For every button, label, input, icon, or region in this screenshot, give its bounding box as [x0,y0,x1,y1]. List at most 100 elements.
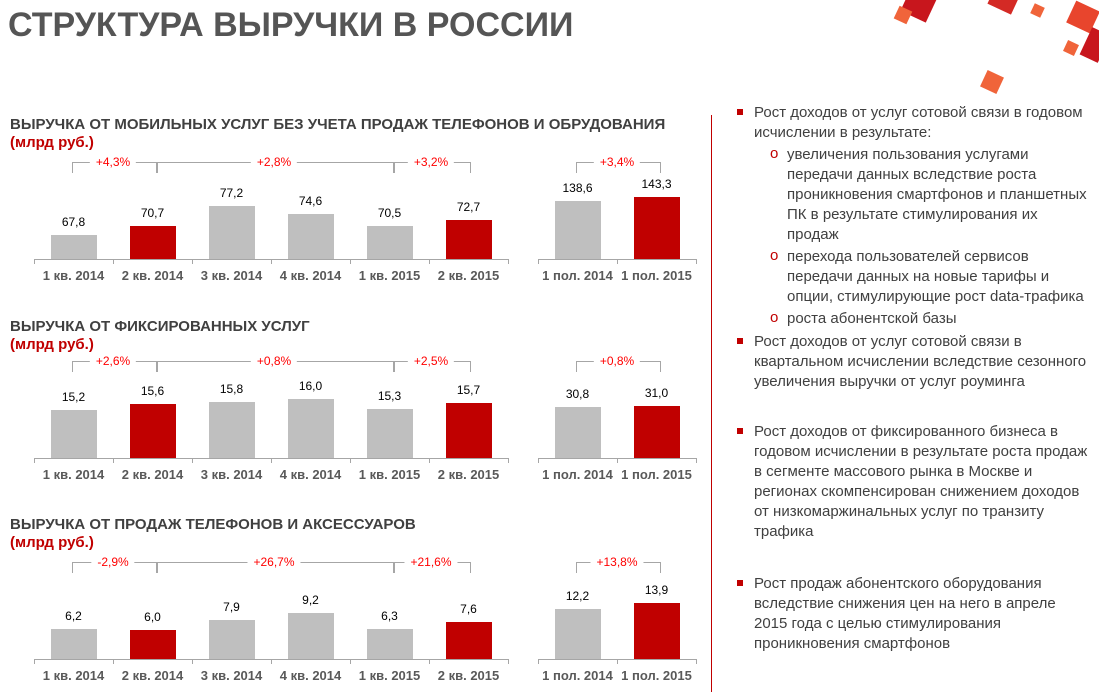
bullet: Рост доходов от услуг сотовой связи в кв… [737,332,1092,392]
growth-label: +2,8% [250,155,298,169]
axis-tick [429,458,430,463]
chart-handsets-halfyear: 12,2 1 пол. 2014 13,9 1 пол. 2015 +13,8% [538,550,697,690]
category-label: 1 кв. 2015 [358,268,421,283]
axis-tick [350,458,351,463]
commentary: Рост доходов от услуг сотовой связи в го… [737,103,1092,654]
bar [129,225,176,259]
bar [208,619,255,659]
category-label: 1 пол. 2014 [542,467,613,482]
axis-tick [34,259,35,264]
growth-label: +0,8% [250,354,298,368]
data-label: 15,2 [61,389,86,404]
sub-bullet: роста абонентской базы [737,308,1092,329]
category-label: 4 кв. 2014 [279,268,342,283]
axis-tick [538,259,539,264]
cube-icon [1030,3,1045,18]
axis-tick [192,259,193,264]
category-label: 1 пол. 2015 [621,268,692,283]
axis-tick [617,259,618,264]
growth-label: -2,9% [91,555,135,569]
axis-tick [696,659,697,664]
data-label: 9,2 [302,593,319,608]
bar [445,219,492,259]
axis-tick [271,259,272,264]
category-label: 3 кв. 2014 [200,268,263,283]
divider [711,115,712,692]
axis-tick [113,458,114,463]
category-label: 3 кв. 2014 [200,467,263,482]
section-fixed-title: ВЫРУЧКА ОТ ФИКСИРОВАННЫХ УСЛУГ (млрд руб.… [10,318,310,354]
growth-label: +0,8% [593,354,641,368]
growth-label: +3,2% [407,155,455,169]
bar [50,629,97,659]
axis-tick [192,458,193,463]
bullet: Рост продаж абонентского оборудования вс… [737,574,1092,654]
sub-bullet: перехода пользователей сервисов передачи… [737,246,1092,307]
axis-tick [34,458,35,463]
category-label: 1 пол. 2014 [542,668,613,683]
section-title: ВЫРУЧКА ОТ ПРОДАЖ ТЕЛЕФОНОВ И АКСЕССУАРО… [10,516,416,533]
growth-label: +2,5% [407,354,455,368]
category-label: 2 кв. 2014 [121,268,184,283]
axis-tick [271,659,272,664]
bar [554,201,601,259]
section-unit: (млрд руб.) [10,534,94,551]
data-label: 138,6 [562,181,593,196]
data-label: 13,9 [644,583,669,598]
data-label: 7,6 [460,601,477,616]
axis-tick [538,458,539,463]
category-label: 3 кв. 2014 [200,668,263,683]
category-label: 1 кв. 2014 [42,467,105,482]
axis-tick [350,259,351,264]
data-label: 143,3 [641,177,672,192]
data-label: 12,2 [565,589,590,604]
axis-tick [617,659,618,664]
bar [366,408,413,458]
section-unit: (млрд руб.) [10,134,94,151]
axis-tick [113,659,114,664]
category-label: 2 кв. 2014 [121,668,184,683]
category-label: 4 кв. 2014 [279,467,342,482]
axis-tick [429,659,430,664]
section-title: ВЫРУЧКА ОТ МОБИЛЬНЫХ УСЛУГ БЕЗ УЧЕТА ПРО… [10,116,666,133]
data-label: 74,6 [298,193,323,208]
growth-label: +4,3% [89,155,137,169]
bar [50,234,97,259]
bar [633,197,680,259]
axis-tick [271,458,272,463]
axis-tick [508,659,509,664]
growth-label: +21,6% [404,555,458,569]
data-label: 15,6 [140,384,165,399]
axis-tick [508,259,509,264]
data-label: 15,8 [219,381,244,396]
bar [129,404,176,458]
category-label: 1 кв. 2015 [358,467,421,482]
bullet: Рост доходов от услуг сотовой связи в го… [737,103,1092,143]
chart-mobile-halfyear: 138,6 1 пол. 2014 143,3 1 пол. 2015 +3,4% [538,150,697,290]
category-label: 2 кв. 2015 [437,268,500,283]
data-label: 72,7 [456,199,481,214]
data-label: 15,3 [377,388,402,403]
category-label: 2 кв. 2014 [121,467,184,482]
bar [208,205,255,259]
data-label: 6,3 [381,608,398,623]
section-unit: (млрд руб.) [10,336,94,353]
growth-label: +2,6% [89,354,137,368]
category-label: 1 пол. 2014 [542,268,613,283]
cube-icon [1063,40,1079,56]
data-label: 6,2 [65,609,82,624]
bar [287,213,334,259]
section-handsets-title: ВЫРУЧКА ОТ ПРОДАЖ ТЕЛЕФОНОВ И АКСЕССУАРО… [10,516,416,552]
bar [633,406,680,458]
sub-bullet: увеличения пользования услугами передачи… [737,144,1092,245]
category-label: 1 кв. 2014 [42,268,105,283]
category-label: 2 кв. 2015 [437,668,500,683]
bar [445,621,492,659]
category-label: 1 пол. 2015 [621,467,692,482]
cube-icon [1079,27,1099,63]
bar [445,403,492,458]
data-label: 77,2 [219,185,244,200]
bar [50,409,97,458]
axis-tick [696,259,697,264]
growth-label: +26,7% [247,555,301,569]
